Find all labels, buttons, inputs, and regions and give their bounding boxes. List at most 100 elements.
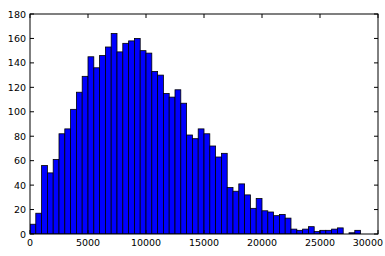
x-tick-label: 30000 (353, 237, 383, 248)
histogram-bar (279, 214, 285, 234)
x-tick-label: 5000 (76, 237, 100, 248)
y-tick-label: 120 (8, 82, 26, 93)
histogram-bar (82, 76, 88, 234)
histogram-bar (320, 230, 326, 234)
histogram-bar (140, 51, 146, 234)
y-tick (374, 209, 378, 210)
histogram-bar (146, 53, 152, 234)
y-tick (30, 209, 34, 210)
histogram-bar (337, 228, 343, 234)
histogram-bar (227, 188, 233, 234)
histogram-bar (210, 146, 216, 234)
y-tick (374, 14, 378, 15)
histogram-bar (59, 134, 65, 234)
histogram-bar (268, 212, 274, 234)
x-tick (204, 14, 205, 18)
histogram-bar (239, 184, 245, 234)
x-tick (262, 230, 263, 234)
x-tick (262, 14, 263, 18)
x-tick-label: 0 (27, 237, 33, 248)
histogram-bar (105, 47, 111, 234)
histogram-bar (245, 195, 251, 234)
histogram-bar (355, 230, 361, 234)
histogram-bar (175, 90, 181, 234)
x-tick (30, 230, 31, 234)
x-tick (88, 230, 89, 234)
y-tick (30, 62, 34, 63)
histogram-bar (181, 103, 187, 234)
x-tick (146, 230, 147, 234)
x-tick (320, 14, 321, 18)
chart-svg: 0 5000 10000 15000 20000 25000 30000 0 20 40 60 80 1… (0, 0, 385, 256)
y-tick-label: 140 (8, 57, 26, 68)
histogram-bar (123, 43, 129, 234)
y-tick-label: 180 (8, 9, 26, 20)
y-tick (30, 234, 34, 235)
histogram-bar (221, 153, 227, 234)
y-tick (374, 160, 378, 161)
histogram-bar (94, 68, 100, 234)
y-tick-label: 40 (14, 180, 26, 191)
x-tick (88, 14, 89, 18)
histogram-bar (308, 227, 314, 234)
histogram-bar (47, 173, 53, 234)
histogram-bar (192, 139, 198, 234)
histogram-bar (332, 229, 338, 234)
y-tick (374, 87, 378, 88)
histogram-bar (111, 34, 117, 234)
histogram-bar (169, 97, 175, 234)
histogram-bar (326, 230, 332, 234)
histogram-bar (262, 211, 268, 234)
x-tick (204, 230, 205, 234)
y-tick (374, 38, 378, 39)
histogram-bar (158, 75, 164, 234)
y-tick (374, 185, 378, 186)
histogram-bar (65, 129, 71, 234)
histogram-bar (53, 159, 59, 234)
y-tick-label: 60 (14, 155, 26, 166)
y-tick-label: 20 (14, 204, 26, 215)
x-tick-label: 15000 (189, 237, 219, 248)
background (0, 0, 385, 256)
y-tick (374, 234, 378, 235)
x-tick (378, 14, 379, 18)
histogram-bar (129, 41, 135, 234)
y-tick (30, 87, 34, 88)
x-tick (30, 14, 31, 18)
histogram-bar (100, 56, 106, 234)
x-tick (146, 14, 147, 18)
histogram-bar (285, 218, 291, 234)
plot-frame (30, 14, 378, 234)
y-tick-label: 0 (20, 229, 26, 240)
y-tick (30, 136, 34, 137)
x-tick (320, 230, 321, 234)
y-tick (30, 38, 34, 39)
histogram-bar (297, 230, 303, 234)
bars (30, 34, 361, 234)
histogram-bar (42, 166, 48, 234)
y-tick-label: 80 (14, 131, 26, 142)
histogram-bar (274, 216, 280, 234)
y-tick (374, 62, 378, 63)
y-tick (374, 111, 378, 112)
histogram-bar (30, 224, 36, 234)
y-tick-label: 160 (8, 33, 26, 44)
histogram-bar (233, 191, 239, 234)
histogram-bar (216, 157, 222, 234)
histogram-bar (198, 129, 204, 234)
chart-container: 0 5000 10000 15000 20000 25000 30000 0 20 40 60 80 1… (0, 0, 385, 256)
histogram-bar (163, 93, 169, 234)
histogram-bar (250, 208, 256, 234)
y-tick (30, 14, 34, 15)
histogram-bar (256, 199, 262, 234)
histogram-bar (303, 229, 309, 234)
histogram-bar (134, 38, 140, 234)
histogram-bar (71, 109, 77, 234)
histogram-bar (187, 135, 193, 234)
histogram-bar (36, 213, 42, 234)
histogram-bar (291, 229, 297, 234)
x-tick-label: 10000 (131, 237, 161, 248)
y-tick (374, 136, 378, 137)
x-tick-label: 20000 (247, 237, 277, 248)
x-tick-label: 25000 (305, 237, 335, 248)
